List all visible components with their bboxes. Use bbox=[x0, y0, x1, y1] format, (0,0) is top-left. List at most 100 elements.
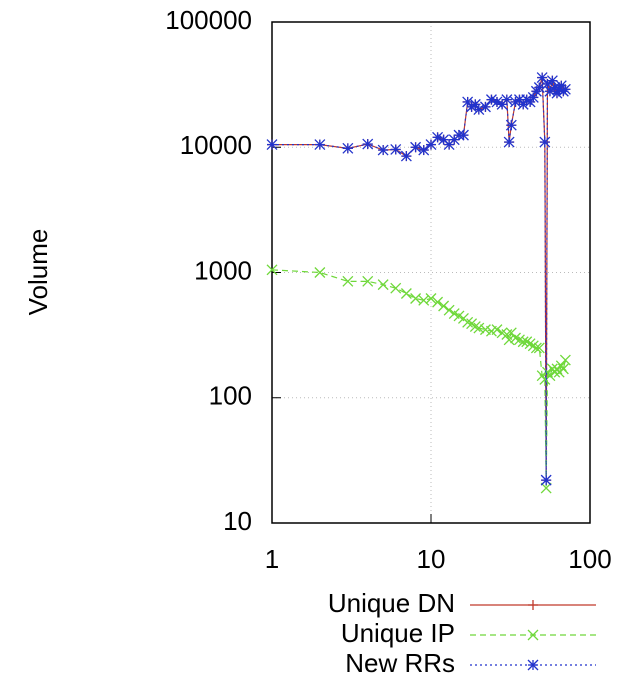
data-point bbox=[546, 75, 558, 87]
marker-stroke bbox=[314, 267, 326, 278]
marker-stroke bbox=[517, 336, 529, 348]
data-point bbox=[491, 324, 503, 336]
marker-stroke bbox=[377, 279, 389, 291]
marker-stroke bbox=[510, 332, 521, 344]
marker-stroke bbox=[513, 334, 525, 346]
data-point bbox=[503, 136, 515, 148]
data-point bbox=[342, 275, 354, 287]
y-tick-label: 10000 bbox=[180, 130, 252, 160]
marker-stroke bbox=[491, 324, 503, 336]
marker-stroke bbox=[438, 134, 450, 146]
marker-stroke bbox=[266, 139, 278, 151]
marker-stroke bbox=[400, 288, 412, 299]
y-tick-label: 10 bbox=[223, 506, 252, 536]
marker-stroke bbox=[557, 363, 569, 375]
marker-stroke bbox=[462, 316, 474, 328]
x-tick-label: 1 bbox=[265, 544, 279, 574]
marker-stroke bbox=[533, 342, 545, 354]
marker-stroke bbox=[469, 321, 481, 333]
marker-stroke bbox=[479, 324, 491, 336]
data-point bbox=[410, 141, 422, 153]
data-point bbox=[539, 136, 551, 148]
legend-label: Unique DN bbox=[328, 588, 455, 618]
y-axis-label: Volume bbox=[23, 229, 53, 316]
data-point bbox=[469, 321, 481, 333]
data-point bbox=[362, 275, 374, 287]
data-point bbox=[505, 119, 517, 131]
marker-stroke bbox=[362, 275, 374, 287]
data-point bbox=[527, 340, 539, 352]
marker-stroke bbox=[559, 83, 571, 95]
marker-stroke bbox=[524, 338, 536, 350]
data-point bbox=[418, 144, 430, 156]
data-point bbox=[555, 360, 567, 372]
data-point bbox=[418, 294, 430, 306]
data-point bbox=[462, 316, 474, 328]
marker-stroke bbox=[485, 94, 497, 106]
plot-frame bbox=[271, 21, 591, 524]
marker-stroke bbox=[390, 282, 402, 294]
y-tick-label: 100000 bbox=[165, 5, 252, 35]
marker-stroke bbox=[418, 294, 430, 306]
data-point bbox=[533, 342, 545, 354]
marker-stroke bbox=[418, 144, 430, 156]
series-line bbox=[272, 77, 566, 481]
data-point bbox=[524, 338, 536, 350]
data-point bbox=[559, 354, 571, 366]
marker-stroke bbox=[362, 138, 374, 150]
marker-stroke bbox=[400, 150, 412, 162]
data-point bbox=[530, 342, 542, 354]
data-point bbox=[400, 288, 412, 299]
marker-stroke bbox=[473, 322, 485, 334]
marker-stroke bbox=[342, 275, 354, 287]
data-point bbox=[539, 373, 551, 385]
data-point bbox=[527, 629, 539, 641]
data-point bbox=[390, 144, 402, 155]
data-point bbox=[540, 474, 552, 486]
marker-stroke bbox=[443, 304, 455, 316]
marker-stroke bbox=[469, 98, 481, 110]
marker-stroke bbox=[491, 96, 503, 108]
series-line bbox=[272, 77, 566, 481]
marker-stroke bbox=[448, 308, 460, 320]
data-point bbox=[438, 300, 450, 312]
legend-label: Unique IP bbox=[341, 618, 455, 648]
data-point bbox=[377, 144, 389, 156]
data-point bbox=[314, 267, 326, 278]
data-point bbox=[557, 363, 569, 375]
marker-stroke bbox=[479, 101, 491, 113]
data-point bbox=[390, 282, 402, 294]
marker-stroke bbox=[457, 129, 469, 141]
marker-stroke bbox=[530, 342, 542, 354]
data-point bbox=[528, 600, 538, 610]
data-point bbox=[443, 139, 455, 151]
marker-stroke bbox=[390, 144, 402, 155]
data-point bbox=[377, 279, 389, 291]
data-point bbox=[513, 334, 525, 346]
data-point bbox=[505, 327, 517, 339]
marker-stroke bbox=[555, 360, 567, 372]
data-point bbox=[266, 264, 278, 276]
data-point bbox=[266, 139, 278, 151]
data-point bbox=[479, 101, 491, 113]
data-point bbox=[432, 131, 444, 143]
y-tick-label: 100 bbox=[209, 381, 252, 411]
data-point bbox=[540, 482, 552, 494]
marker-stroke bbox=[546, 363, 558, 375]
marker-stroke bbox=[438, 300, 450, 312]
marker-stroke bbox=[559, 354, 571, 366]
data-point bbox=[503, 334, 515, 346]
marker-stroke bbox=[462, 96, 474, 108]
marker-stroke bbox=[546, 75, 558, 87]
data-point bbox=[521, 336, 533, 348]
marker-stroke bbox=[549, 82, 561, 93]
marker-stroke bbox=[505, 119, 517, 131]
data-point bbox=[362, 138, 374, 150]
data-point bbox=[443, 304, 455, 316]
marker-stroke bbox=[377, 144, 389, 156]
data-point bbox=[473, 322, 485, 334]
y-tick-label: 1000 bbox=[194, 255, 252, 285]
data-point bbox=[432, 296, 444, 308]
data-point bbox=[536, 72, 548, 84]
legend-label: New RRs bbox=[345, 648, 455, 678]
